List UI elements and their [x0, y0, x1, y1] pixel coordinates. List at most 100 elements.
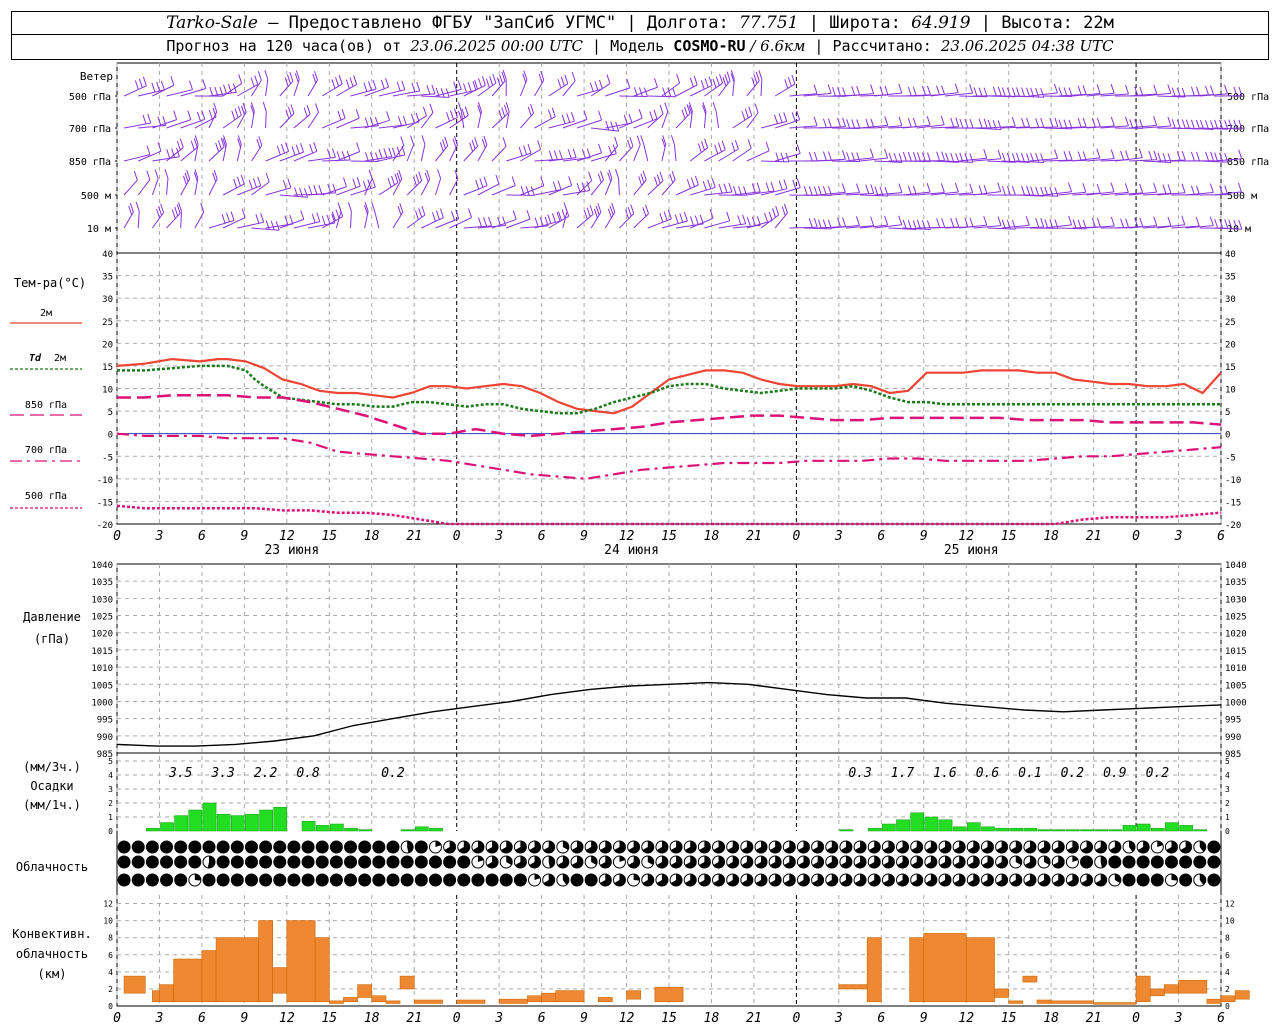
conv-tick-left: 4	[108, 968, 113, 977]
wind-barb-feather	[851, 86, 856, 96]
wind-barb	[208, 220, 235, 229]
x-tick-label-bottom: 18	[1043, 1011, 1059, 1024]
wind-barb-feather	[556, 211, 561, 222]
cloud-fill	[1199, 874, 1206, 885]
wind-barb-feather	[978, 118, 983, 129]
precip-tick-right: 4	[1225, 771, 1230, 780]
precip-bar	[1165, 822, 1179, 832]
conv-tick-left: 10	[103, 917, 113, 926]
cloud-fill	[415, 856, 428, 868]
cloud-fill	[443, 856, 456, 868]
wind-barb-feather	[855, 216, 860, 226]
wind-barb-feather	[649, 111, 654, 121]
wind-barb-feather	[605, 120, 610, 131]
wind-barb-feather	[483, 176, 488, 186]
cloud-fill	[869, 856, 881, 869]
wind-barb-feather	[222, 135, 227, 145]
cloud-fill	[614, 874, 626, 886]
wind-barb-feather	[1016, 87, 1020, 97]
wind-barb-feather	[583, 210, 588, 220]
cloud-fill	[562, 841, 569, 850]
cloud-fill	[1151, 856, 1164, 868]
wind-barb-feather	[715, 76, 720, 86]
wind-barb-feather	[700, 80, 705, 90]
wind-barb	[460, 111, 465, 129]
wind-barb-feather	[540, 176, 545, 186]
wind-barb-feather	[391, 175, 395, 186]
wind-barb-feather	[684, 106, 689, 117]
wind-barb	[661, 111, 669, 129]
wind-barb-feather	[1091, 117, 1096, 128]
wind-barb-feather	[442, 139, 446, 149]
wind-barb-feather	[1063, 87, 1068, 97]
wind-barb-feather	[683, 211, 688, 222]
wind-barb-feather	[704, 78, 709, 88]
pressure-unit: (гПа)	[34, 632, 70, 646]
wind-barb-feather	[530, 104, 535, 114]
wind-barb	[548, 120, 575, 129]
cloud-fill	[727, 840, 739, 854]
cloud-fill	[500, 874, 513, 886]
wind-barb	[293, 221, 320, 229]
wind-barb-feather	[194, 169, 199, 179]
wind-barb-feather	[865, 184, 870, 194]
wind-barb-feather	[492, 73, 497, 84]
cloud-fill	[1044, 856, 1051, 865]
wind-barb-feather	[315, 103, 319, 113]
conv-bar	[286, 920, 316, 1003]
wind-barb	[1213, 227, 1242, 230]
wind-barb	[562, 80, 576, 97]
wind-barb-feather	[594, 81, 599, 91]
wind-barb-feather	[300, 210, 305, 220]
wind-barb-feather	[364, 202, 369, 212]
wind-barb-feather	[1006, 87, 1011, 97]
wind-barb	[661, 220, 688, 229]
wind-barb	[1143, 192, 1172, 196]
wind-barb-feather	[238, 74, 243, 84]
wind-barb-feather	[1176, 119, 1181, 129]
wind-barb	[604, 145, 619, 162]
wind-barb	[591, 153, 617, 162]
wind-barb-feather	[289, 71, 294, 82]
wind-barb	[633, 86, 658, 97]
wind-barb-feather	[202, 79, 207, 89]
cloud-fill	[784, 874, 796, 887]
wind-barb-feather	[213, 102, 218, 113]
wind-barb	[208, 111, 218, 129]
temp-tick-right: 0	[1225, 431, 1230, 441]
conv-bar	[413, 999, 443, 1004]
wind-barb-feather	[1049, 117, 1054, 128]
upper-frame	[116, 62, 1222, 525]
cloud-fill	[1108, 856, 1121, 868]
wind-barb	[137, 211, 140, 229]
wind-barb-feather	[645, 204, 650, 214]
wind-barb-feather	[385, 78, 390, 88]
wind-barb-feather	[501, 71, 506, 82]
wind-barb	[477, 225, 506, 229]
conv-tick-right: 6	[1225, 951, 1230, 960]
wind-barb-feather	[154, 169, 159, 179]
cloud-fill	[217, 856, 230, 868]
wind-barb-feather	[640, 173, 645, 183]
wind-barb	[138, 150, 162, 162]
conv-bar	[1220, 995, 1236, 1003]
wind-barb-feather	[659, 213, 664, 223]
wind-barb	[152, 119, 177, 129]
x-tick-label-bottom: 12	[958, 1011, 974, 1024]
conv-bar	[838, 984, 868, 990]
pressure-title: Давление	[23, 610, 81, 624]
precip-bar	[202, 802, 217, 832]
conv-tick-right: 2	[1225, 985, 1230, 994]
wind-barb-feather	[755, 71, 760, 82]
precip-bar	[1066, 829, 1080, 832]
wind-barb-feather	[783, 112, 788, 122]
wind-barb	[1199, 93, 1228, 97]
wind-barb	[775, 153, 801, 162]
wind-barb-feather	[1238, 119, 1243, 130]
wind-barb	[746, 112, 759, 129]
wind-barb-feather	[287, 178, 292, 188]
wind-barb-feather	[936, 218, 941, 228]
wind-barb-feather	[471, 139, 476, 150]
wind-barb	[237, 221, 264, 229]
wind-barb-feather	[654, 78, 658, 88]
